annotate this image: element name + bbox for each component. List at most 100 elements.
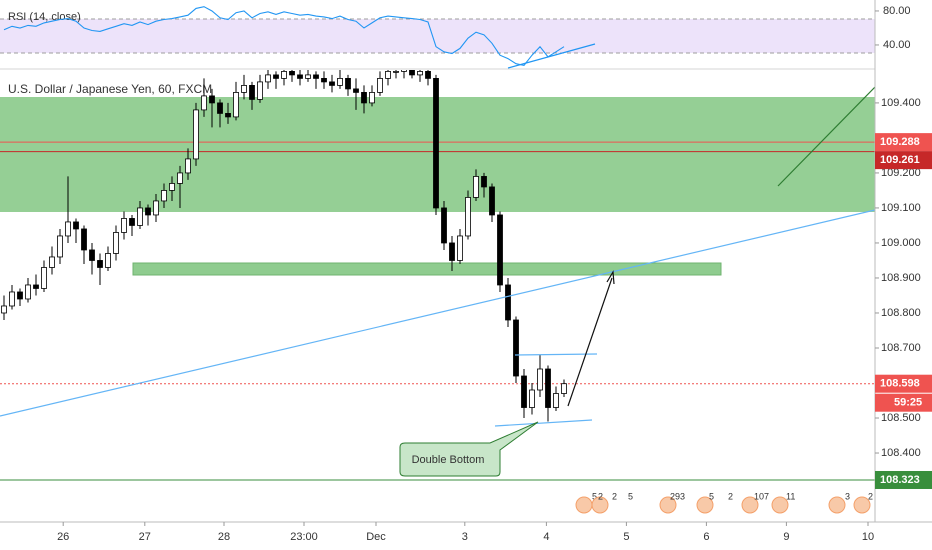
candle-body: [401, 70, 407, 72]
candle-body: [25, 284, 31, 300]
y-tick-label: 109.000: [881, 237, 921, 249]
price-label: 109.288: [880, 136, 920, 148]
candle-body: [65, 221, 71, 237]
event-icon: [741, 496, 759, 514]
candle-body: [377, 78, 383, 93]
candle-body: [137, 207, 143, 226]
candle-body: [225, 113, 231, 118]
event-label: 5: [592, 491, 597, 501]
candle-body: [489, 186, 495, 216]
event-label: 2: [728, 491, 733, 501]
price-label: 108.598: [880, 378, 920, 390]
x-tick-label: 3: [462, 531, 468, 543]
candle-body: [177, 172, 183, 184]
candle-body: [1, 305, 7, 314]
candle-body: [505, 284, 511, 321]
axis-labels: 108.400108.500108.600108.700108.800108.9…: [57, 5, 932, 543]
candle-body: [313, 74, 319, 79]
candle-body: [73, 221, 79, 230]
candle-body: [457, 235, 463, 261]
candle-body: [49, 256, 55, 268]
x-tick-label: 23:00: [290, 531, 318, 543]
candle-body: [337, 78, 343, 86]
candle-body: [321, 78, 327, 83]
candle-body: [89, 249, 95, 261]
candle-body: [153, 200, 159, 216]
x-tick-label: 9: [783, 531, 789, 543]
candle-body: [169, 183, 175, 191]
candle-body: [105, 253, 111, 268]
chart-title: U.S. Dollar / Japanese Yen, 60, FXCM: [8, 82, 212, 96]
rsi-line: [3, 6, 565, 67]
candle-body: [217, 102, 223, 114]
rsi-tick-label: 80.00: [883, 5, 911, 17]
candle-body: [441, 207, 447, 244]
candle-body: [249, 85, 255, 100]
channel-top: [514, 353, 598, 356]
event-label: 5: [628, 491, 633, 501]
candle-body: [497, 214, 503, 286]
drawings: [0, 86, 875, 427]
price-label: 109.261: [880, 154, 920, 166]
x-tick-label: 6: [703, 531, 709, 543]
candle-body: [17, 291, 23, 300]
candle-body: [241, 85, 247, 93]
rsi-panel: [0, 18, 875, 69]
event-label: 2: [598, 491, 603, 501]
y-tick-label: 108.800: [881, 307, 921, 319]
candle-body: [345, 78, 351, 90]
arrow-head: [606, 270, 615, 285]
price-label: 108.323: [880, 474, 920, 486]
candle-body: [473, 176, 479, 198]
price-axis: [875, 0, 932, 550]
callout-box: [399, 421, 539, 477]
candle-body: [57, 235, 63, 258]
price-label-box: [875, 151, 932, 170]
candle-body: [409, 70, 415, 76]
candle-body: [265, 74, 271, 83]
candle-body: [273, 74, 279, 79]
candle-body: [193, 109, 199, 160]
y-tick-label: 109.200: [881, 167, 921, 179]
candle-body: [361, 92, 367, 104]
rsi-trendline: [507, 43, 596, 69]
candle-body: [425, 71, 431, 79]
x-tick-label: 10: [862, 531, 874, 543]
candle-body: [281, 71, 287, 79]
candle-body: [529, 389, 535, 408]
candle-body: [129, 218, 135, 226]
y-tick-label: 108.400: [881, 447, 921, 459]
price-label-box: [875, 374, 932, 393]
candle-body: [385, 71, 391, 79]
event-label: 2: [612, 491, 617, 501]
y-tick-label: 108.700: [881, 342, 921, 354]
candle-body: [553, 393, 559, 408]
callout-text: Double Bottom: [412, 454, 485, 466]
x-tick-label: 28: [218, 531, 230, 543]
event-icon: [591, 496, 609, 514]
countdown-box: [875, 393, 932, 412]
candle-body: [297, 74, 303, 79]
x-tick-label: 4: [543, 531, 549, 543]
trendline: [0, 209, 875, 417]
candle-body: [481, 176, 487, 188]
candle-body: [81, 228, 87, 251]
candle-body: [209, 95, 215, 104]
price-label-box: [875, 133, 932, 152]
candle-body: [417, 71, 423, 76]
x-tick-label: 27: [139, 531, 151, 543]
candle-body: [305, 74, 311, 79]
event-icon: [828, 496, 846, 514]
event-label: 3: [845, 491, 850, 501]
candle-body: [41, 267, 47, 289]
price-label-box: [875, 470, 932, 489]
candle-body: [329, 81, 335, 86]
candle-body: [97, 260, 103, 268]
x-tick-label: 26: [57, 531, 69, 543]
candle-body: [353, 88, 359, 93]
x-tick-label: Dec: [366, 531, 386, 543]
candle-body: [257, 81, 263, 100]
candle-body: [33, 284, 39, 289]
